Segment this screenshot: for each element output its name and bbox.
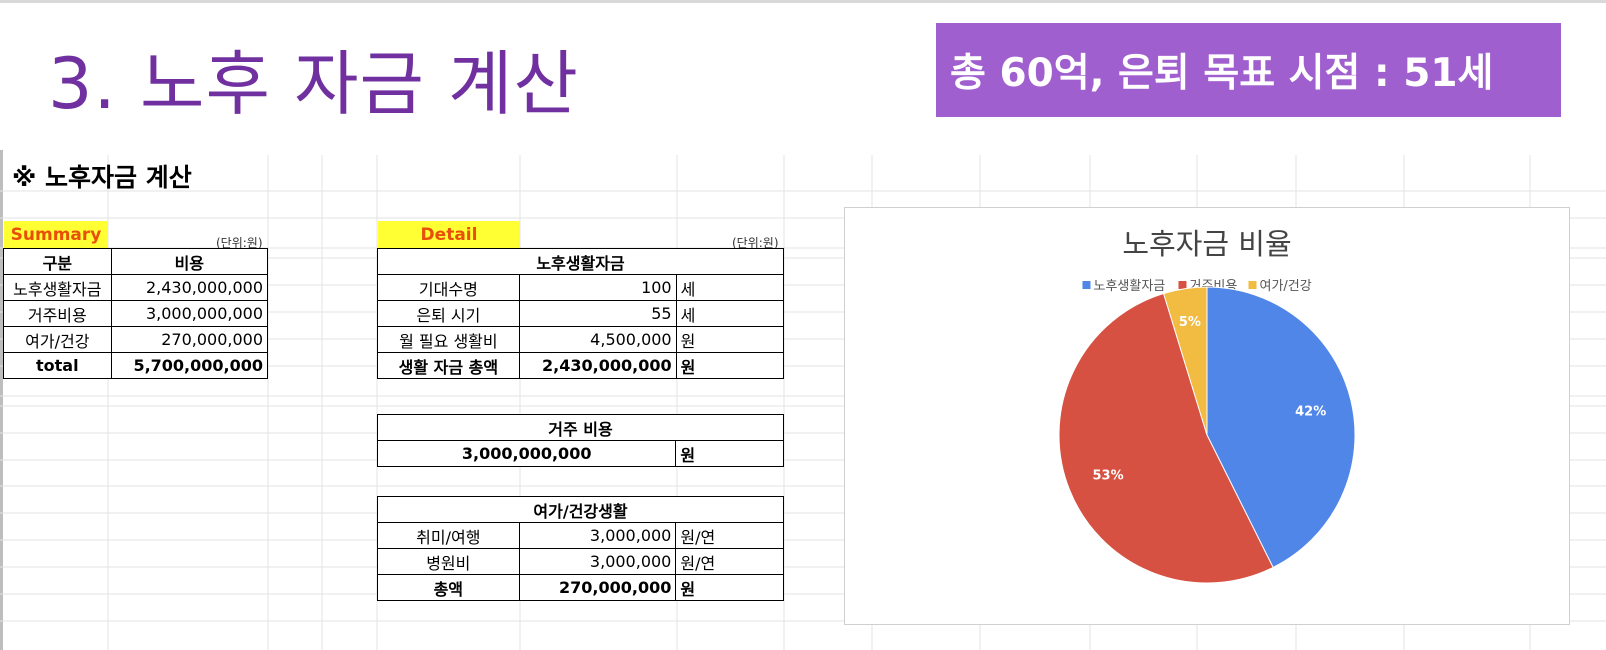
chart-title: 노후자금 비율: [1122, 227, 1291, 261]
table-row: 월 필요 생활비 4,500,000 원: [377, 326, 785, 353]
table-row: 취미/여행 3,000,000 원/연: [377, 522, 784, 549]
housing-title[interactable]: 거주 비용: [377, 414, 784, 441]
summary-header-cost[interactable]: 비용: [110, 248, 269, 275]
summary-label-cell[interactable]: 여가/건강: [3, 326, 112, 353]
living-label-cell[interactable]: 기대수명: [377, 274, 520, 301]
summary-label-cell[interactable]: 노후생활자금: [3, 274, 112, 301]
table-row: 3,000,000,000 원: [376, 440, 784, 467]
leisure-title[interactable]: 여가/건강생활: [377, 496, 784, 523]
table-header-row: 노후생활자금: [377, 248, 784, 275]
housing-table: 거주 비용 3,000,000,000 원: [376, 414, 784, 467]
table-row: 은퇴 시기 55 세: [377, 300, 785, 327]
top-border: [0, 0, 1606, 3]
summary-value-cell[interactable]: 3,000,000,000: [110, 300, 269, 327]
legend-label: 여가/건강: [1260, 279, 1312, 294]
summary-header-row: 구분 비용: [3, 248, 269, 275]
pie-slices: [1058, 286, 1356, 584]
legend-swatch: [1248, 281, 1257, 289]
summary-unit: (단위:원): [216, 236, 263, 250]
summary-total-label[interactable]: total: [3, 352, 112, 379]
living-unit-cell[interactable]: 세: [675, 300, 785, 327]
pie-slice[interactable]: [1058, 292, 1274, 584]
living-value-cell[interactable]: 100: [518, 274, 677, 301]
pie-chart: 노후자금 비율 노후생활자금 거주비용 여가/건강 42%53%5%: [1058, 227, 1356, 584]
slide-title: 3. 노후 자금 계산: [48, 43, 579, 125]
pie-chart-container[interactable]: 노후자금 비율 노후생활자금 거주비용 여가/건강 42% 53% 5%: [844, 207, 1570, 625]
leisure-total-label[interactable]: 총액: [377, 574, 520, 601]
table-total-row: 생활 자금 총액 2,430,000,000 원: [377, 352, 785, 379]
table-total-row: 총액 270,000,000 원: [377, 574, 784, 601]
leisure-health-table: 여가/건강생활 취미/여행 3,000,000 원/연 병원비 3,000,00…: [377, 496, 784, 601]
living-total-label[interactable]: 생활 자금 총액: [377, 352, 520, 379]
detail-unit: (단위:원): [732, 236, 779, 250]
pie-slice-label: 53%: [1092, 469, 1123, 484]
living-title[interactable]: 노후생활자금: [377, 248, 784, 275]
living-label-cell[interactable]: 은퇴 시기: [377, 300, 520, 327]
summary-table: 구분 비용 노후생활자금 2,430,000,000 거주비용 3,000,00…: [3, 248, 269, 379]
leisure-unit-cell[interactable]: 원/연: [675, 548, 784, 575]
pie-slice-label: 5%: [1179, 315, 1201, 330]
summary-label-cell[interactable]: 거주비용: [3, 300, 112, 327]
summary-value-cell[interactable]: 2,430,000,000: [110, 274, 269, 301]
pie-slice-labels: 42% 53% 5%: [1092, 315, 1326, 484]
pie-slice-label: 42%: [1295, 405, 1326, 420]
legend-label: 노후생활자금: [1094, 279, 1166, 294]
table-row: 여가/건강 270,000,000: [3, 326, 269, 353]
living-value-cell[interactable]: 55: [518, 300, 677, 327]
summary-tag: Summary: [4, 221, 108, 248]
legend-swatch: [1082, 281, 1091, 289]
living-total-unit[interactable]: 원: [675, 352, 785, 379]
summary-total-row: total 5,700,000,000: [3, 352, 269, 379]
living-total-value[interactable]: 2,430,000,000: [518, 352, 677, 379]
leisure-label-cell[interactable]: 취미/여행: [377, 522, 520, 549]
table-row: 기대수명 100 세: [377, 274, 785, 301]
living-expense-table: 노후생활자금 기대수명 100 세 은퇴 시기 55 세 월 필요 생활비 4,…: [377, 248, 785, 379]
pie-slice[interactable]: [1206, 286, 1356, 569]
goal-banner: 총 60억, 은퇴 목표 시점 : 51세: [936, 23, 1561, 117]
left-border: [0, 150, 3, 650]
living-unit-cell[interactable]: 세: [675, 274, 785, 301]
table-row: 거주비용 3,000,000,000: [3, 300, 269, 327]
living-unit-cell[interactable]: 원: [675, 326, 785, 353]
table-row: 병원비 3,000,000 원/연: [377, 548, 784, 575]
leisure-value-cell[interactable]: 3,000,000: [518, 522, 677, 549]
housing-value-cell[interactable]: 3,000,000,000: [376, 440, 677, 467]
living-label-cell[interactable]: 월 필요 생활비: [377, 326, 520, 353]
table-header-row: 여가/건강생활: [377, 496, 784, 523]
summary-total-value[interactable]: 5,700,000,000: [110, 352, 269, 379]
leisure-label-cell[interactable]: 병원비: [377, 548, 520, 575]
legend-swatch: [1178, 281, 1187, 289]
leisure-total-unit[interactable]: 원: [675, 574, 784, 601]
detail-tag: Detail: [378, 221, 520, 248]
leisure-total-value[interactable]: 270,000,000: [518, 574, 677, 601]
summary-header-category[interactable]: 구분: [3, 248, 112, 275]
leisure-unit-cell[interactable]: 원/연: [675, 522, 784, 549]
housing-unit-cell[interactable]: 원: [675, 440, 784, 467]
summary-value-cell[interactable]: 270,000,000: [110, 326, 269, 353]
sheet-heading: ※ 노후자금 계산: [12, 163, 192, 192]
living-value-cell[interactable]: 4,500,000: [518, 326, 677, 353]
pie-slice[interactable]: [1162, 286, 1208, 436]
table-header-row: 거주 비용: [377, 414, 784, 441]
leisure-value-cell[interactable]: 3,000,000: [518, 548, 677, 575]
table-row: 노후생활자금 2,430,000,000: [3, 274, 269, 301]
